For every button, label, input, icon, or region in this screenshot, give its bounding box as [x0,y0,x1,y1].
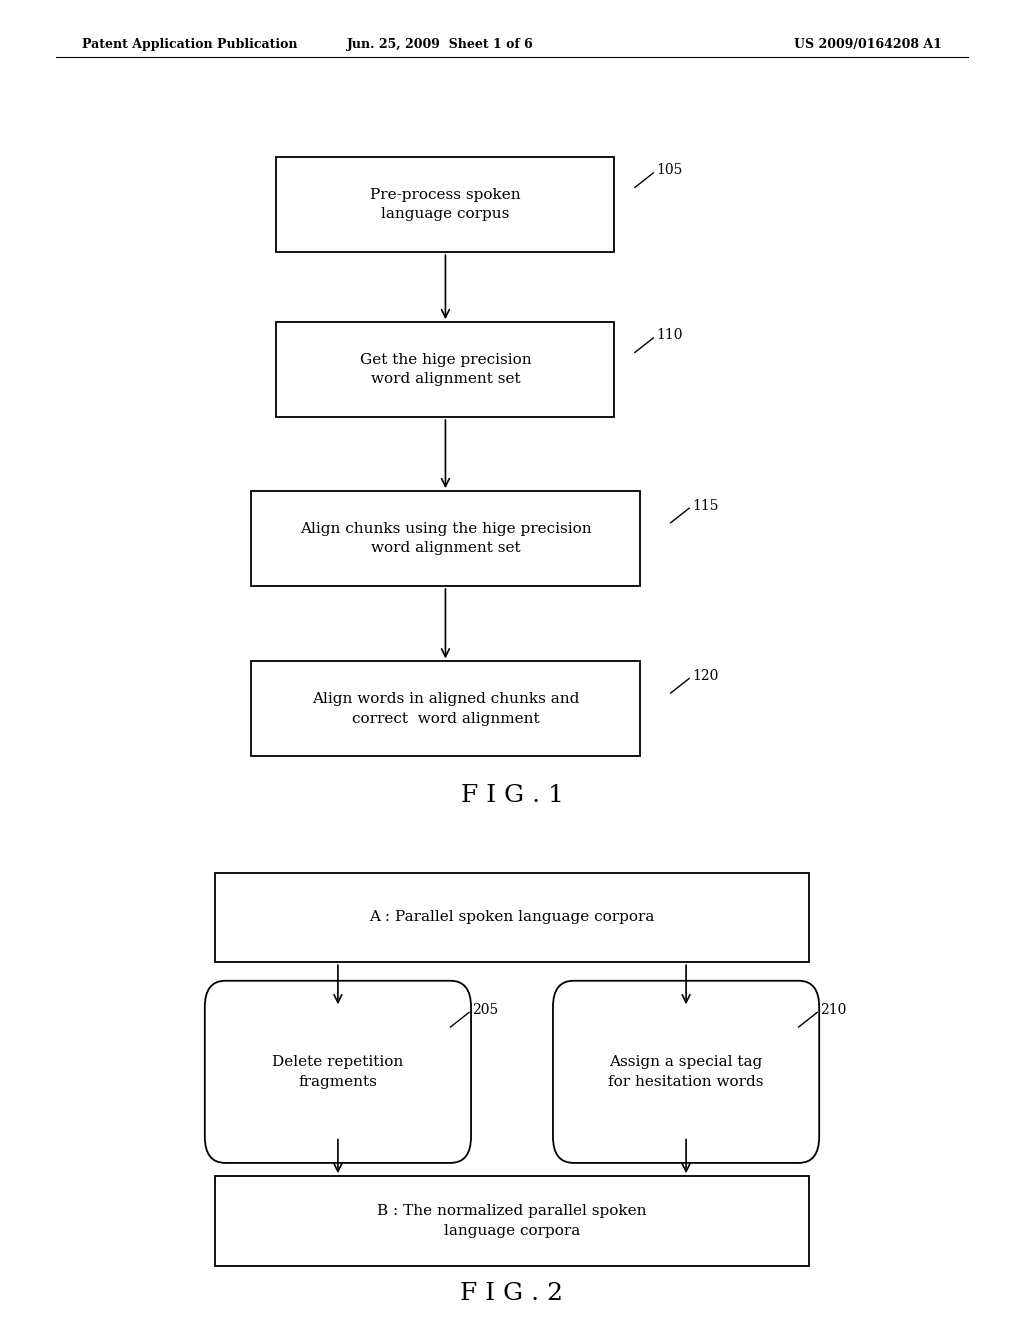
Text: Get the hige precision
word alignment set: Get the hige precision word alignment se… [359,352,531,387]
FancyBboxPatch shape [215,1176,809,1266]
FancyBboxPatch shape [251,661,640,756]
FancyBboxPatch shape [205,981,471,1163]
Text: US 2009/0164208 A1: US 2009/0164208 A1 [795,38,942,51]
Text: 210: 210 [820,1003,847,1016]
Text: 110: 110 [656,329,683,342]
Text: 205: 205 [472,1003,499,1016]
Text: A : Parallel spoken language corpora: A : Parallel spoken language corpora [370,911,654,924]
Text: 120: 120 [692,669,719,682]
Text: F I G . 2: F I G . 2 [461,1282,563,1305]
Text: 105: 105 [656,164,683,177]
Text: Assign a special tag
for hesitation words: Assign a special tag for hesitation word… [608,1055,764,1089]
Text: Delete repetition
fragments: Delete repetition fragments [272,1055,403,1089]
FancyBboxPatch shape [553,981,819,1163]
Text: Pre-process spoken
language corpus: Pre-process spoken language corpus [370,187,521,222]
Text: B : The normalized parallel spoken
language corpora: B : The normalized parallel spoken langu… [377,1204,647,1238]
Text: Align chunks using the hige precision
word alignment set: Align chunks using the hige precision wo… [300,521,591,556]
Text: Align words in aligned chunks and
correct  word alignment: Align words in aligned chunks and correc… [311,692,580,726]
FancyBboxPatch shape [276,157,614,252]
Text: Patent Application Publication: Patent Application Publication [82,38,297,51]
Text: F I G . 1: F I G . 1 [461,784,563,808]
FancyBboxPatch shape [215,873,809,962]
Text: 115: 115 [692,499,719,512]
Text: Jun. 25, 2009  Sheet 1 of 6: Jun. 25, 2009 Sheet 1 of 6 [347,38,534,51]
FancyBboxPatch shape [276,322,614,417]
FancyBboxPatch shape [251,491,640,586]
